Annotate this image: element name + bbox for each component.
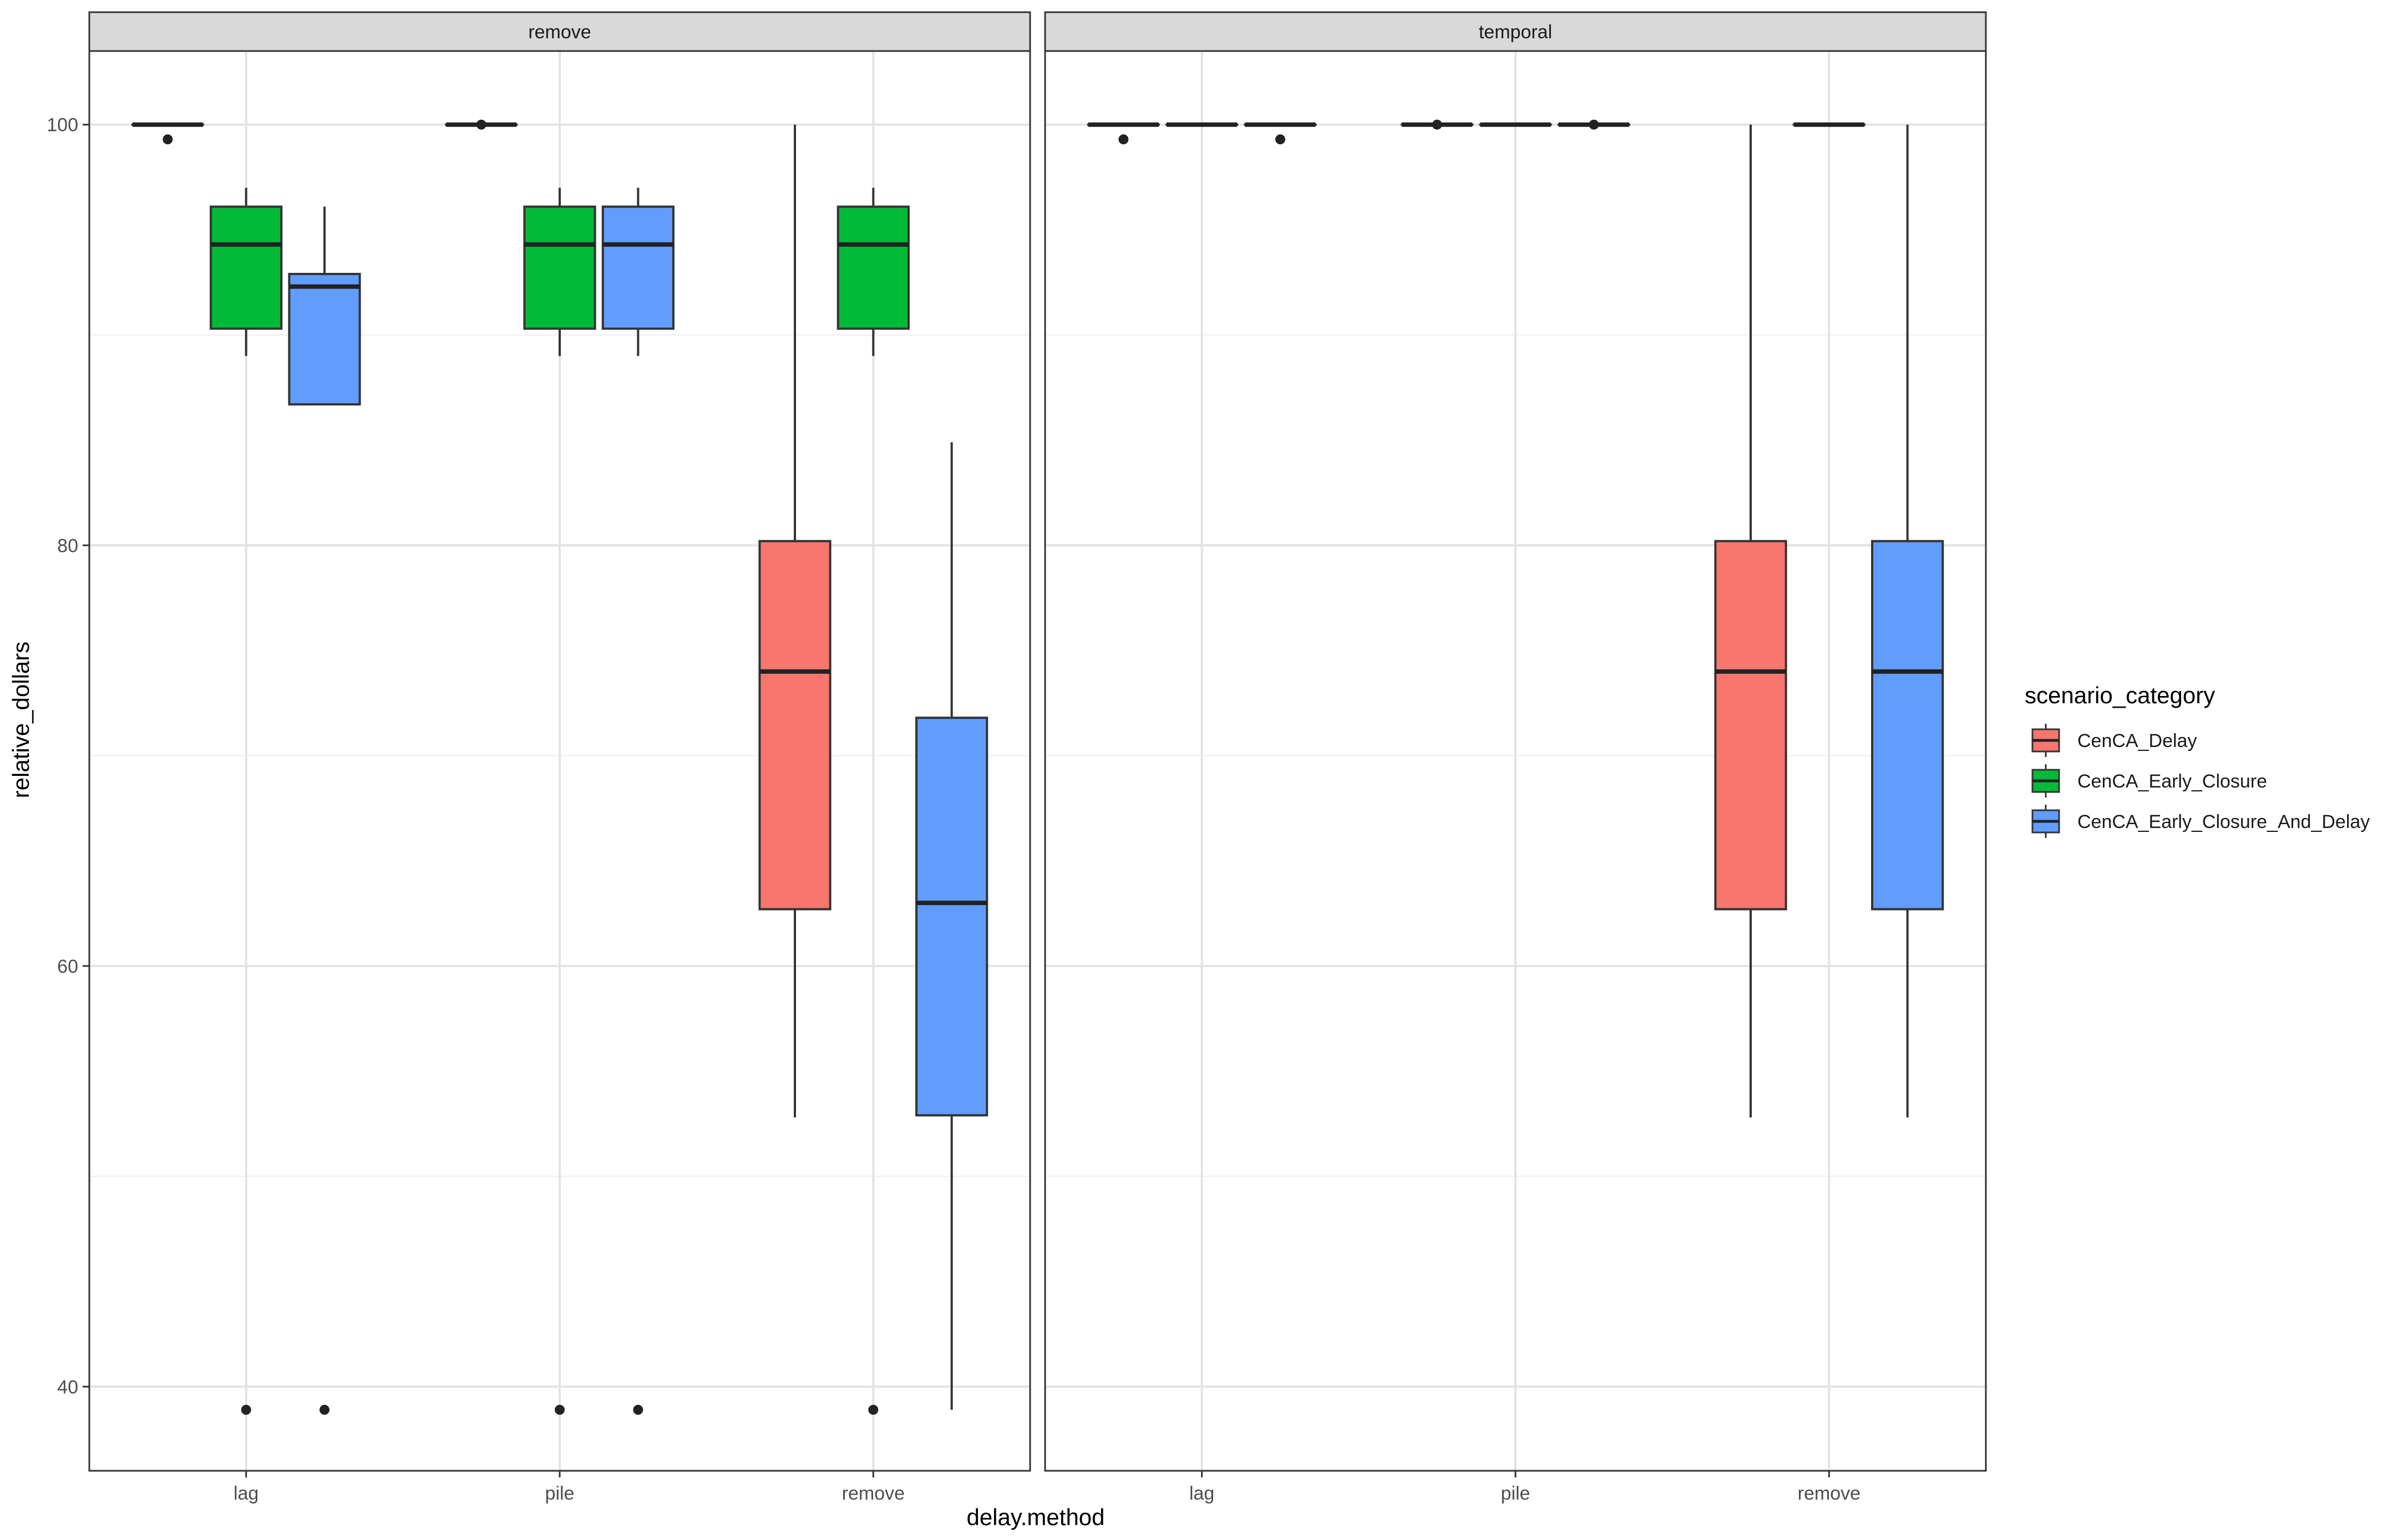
y-axis-title: relative_dollars: [8, 642, 34, 798]
box-body: [524, 207, 595, 329]
facet-strip-label: temporal: [1479, 22, 1552, 43]
outlier-point: [1118, 134, 1128, 144]
x-tick-label: pile: [545, 1483, 575, 1504]
box-body: [1872, 541, 1943, 910]
y-tick-label: 40: [57, 1377, 78, 1398]
x-tick-label: remove: [1798, 1483, 1861, 1504]
legend-key-CenCA_Early_Closure_And_Delay: [2032, 805, 2059, 838]
box-body: [211, 207, 281, 329]
outlier-point: [1589, 120, 1599, 130]
y-tick-label: 100: [47, 115, 78, 136]
facet-strip-label: remove: [528, 22, 591, 43]
outlier-point: [241, 1405, 251, 1415]
legend-label: CenCA_Early_Closure: [2077, 771, 2267, 792]
outlier-point: [633, 1405, 643, 1415]
box-body: [289, 274, 359, 404]
box-body: [1715, 541, 1786, 910]
x-tick-label: remove: [842, 1483, 905, 1504]
box-body: [838, 207, 909, 329]
y-tick-label: 80: [57, 535, 78, 556]
x-tick-label: lag: [234, 1483, 258, 1504]
outlier-point: [1275, 134, 1285, 144]
legend-key-CenCA_Early_Closure: [2032, 764, 2059, 798]
box-body: [759, 541, 830, 910]
y-tick-label: 60: [57, 956, 78, 977]
legend-label: CenCA_Early_Closure_And_Delay: [2077, 811, 2370, 832]
outlier-point: [163, 134, 173, 144]
x-tick-label: lag: [1189, 1483, 1214, 1504]
facet-panel-temporal: temporal lag pile remove: [1045, 12, 1986, 1504]
x-axis-title: delay.method: [966, 1504, 1104, 1530]
box-body: [603, 207, 673, 329]
outlier-point: [476, 120, 486, 130]
legend-key-CenCA_Delay: [2032, 724, 2059, 757]
legend-label: CenCA_Delay: [2077, 730, 2197, 751]
x-tick-label: pile: [1501, 1483, 1530, 1504]
box-body: [916, 718, 987, 1115]
outlier-point: [555, 1405, 565, 1415]
facet-panel-remove: remove lag pile remove: [89, 12, 1030, 1504]
outlier-point: [1432, 120, 1442, 130]
legend-title: scenario_category: [2025, 682, 2215, 708]
outlier-point: [868, 1405, 878, 1415]
outlier-point: [320, 1405, 329, 1415]
